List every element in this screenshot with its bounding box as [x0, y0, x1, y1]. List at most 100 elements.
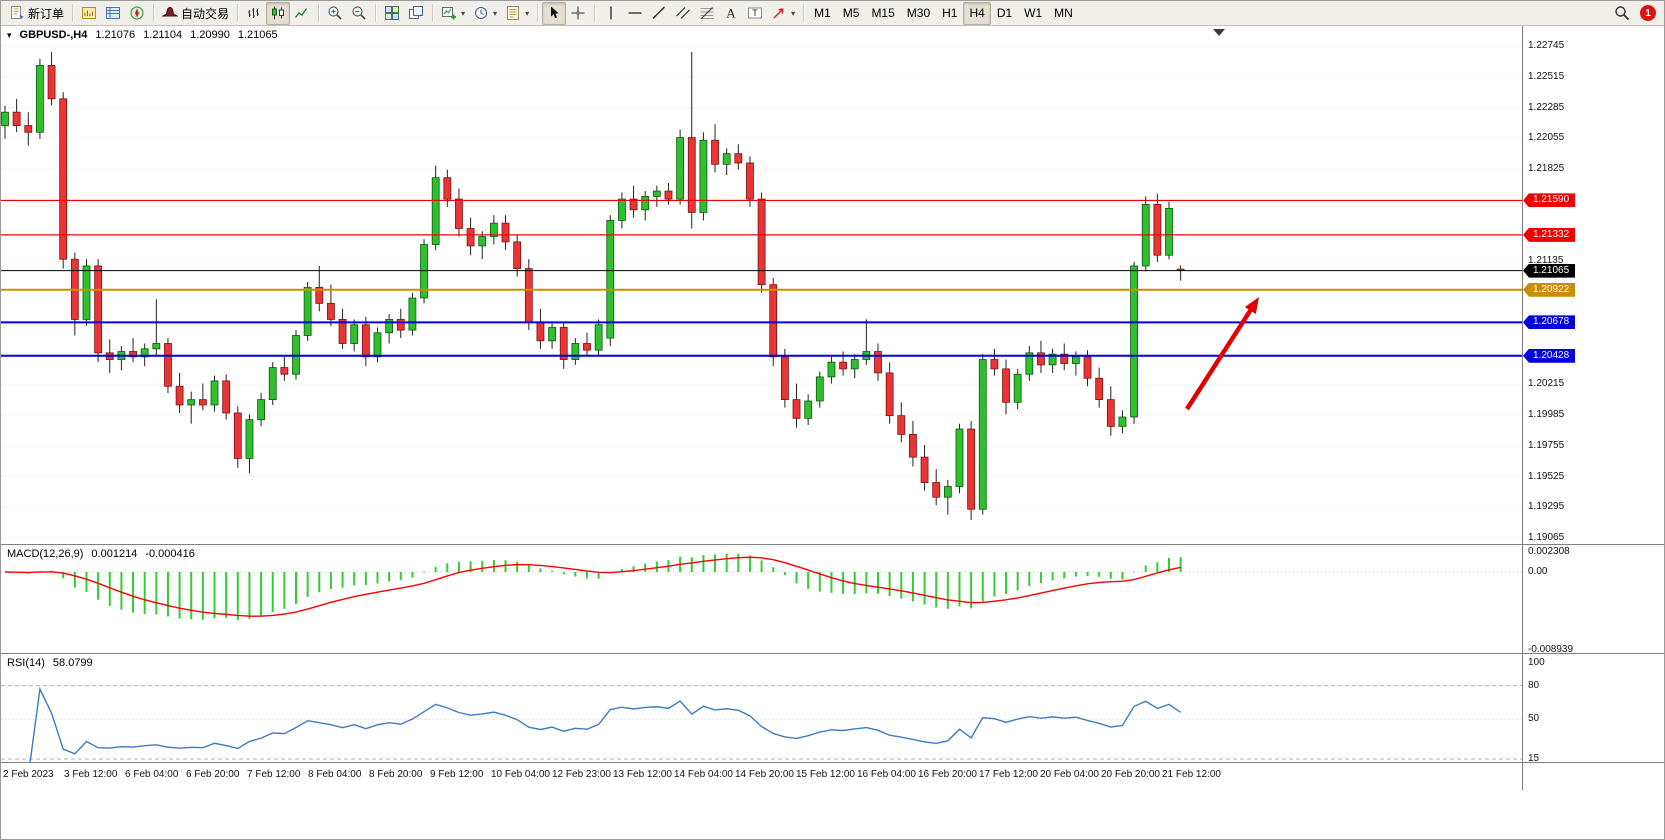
- bearish-candle: [536, 321, 545, 342]
- tile-windows-button[interactable]: [380, 2, 404, 25]
- horizontal-line-button[interactable]: [623, 2, 647, 25]
- price-tag: 1.21065: [1523, 263, 1575, 278]
- data-window-button[interactable]: [101, 2, 125, 25]
- autotrading-button[interactable]: 自动交易: [158, 2, 233, 25]
- time-axis-label: 12 Feb 23:00: [552, 769, 611, 780]
- bullish-candle: [1025, 352, 1034, 375]
- toolbar-separator: [237, 4, 239, 22]
- channel-button[interactable]: [671, 2, 695, 25]
- bullish-candle: [652, 190, 661, 197]
- tf-d1-button[interactable]: D1: [991, 2, 1018, 25]
- bullish-candle: [268, 367, 277, 401]
- autotrading-hat-icon: [162, 5, 179, 21]
- time-axis-label: 21 Feb 12:00: [1162, 769, 1221, 780]
- open-value: 1.21076: [95, 29, 136, 41]
- tf-m5-button-label: M5: [842, 6, 860, 20]
- bearish-candle: [874, 351, 882, 374]
- time-axis-label: 17 Feb 12:00: [979, 769, 1038, 780]
- bullish-candle: [978, 359, 987, 510]
- tf-m30-button-label: M30: [906, 6, 931, 20]
- chevron-down-icon[interactable]: ▾: [7, 29, 12, 40]
- bearish-candle: [466, 228, 475, 247]
- line-chart-type-button[interactable]: [290, 2, 314, 25]
- tf-h1-button[interactable]: H1: [936, 2, 963, 25]
- bearish-candle: [1037, 352, 1045, 366]
- candlestick-chart[interactable]: [1, 26, 1522, 544]
- bearish-candle: [129, 351, 137, 358]
- candlestick-type-icon: [270, 5, 286, 21]
- crosshair-icon: [570, 5, 586, 21]
- line-chart-type-icon: [294, 5, 310, 21]
- trend-arrow-line[interactable]: [1185, 309, 1253, 411]
- time-axis-label: 10 Feb 04:00: [491, 769, 550, 780]
- bullish-candle: [1013, 373, 1022, 403]
- bullish-candle: [827, 361, 836, 378]
- bearish-candle: [175, 385, 184, 406]
- time-axis-label: 9 Feb 12:00: [430, 769, 484, 780]
- bearish-candle: [443, 177, 452, 200]
- time-axis-label: 16 Feb 20:00: [918, 769, 977, 780]
- rsi-chart[interactable]: [1, 654, 1522, 762]
- zoom-out-button[interactable]: [347, 2, 371, 25]
- tf-mn-button-label: MN: [1054, 6, 1073, 20]
- periods-button[interactable]: ▾: [469, 2, 501, 25]
- bullish-candle: [606, 220, 615, 339]
- price-axis-label: 1.21135: [1528, 255, 1564, 267]
- crosshair-button[interactable]: [566, 2, 590, 25]
- rsi-axis-label: 100: [1528, 657, 1545, 668]
- tf-m30-button[interactable]: M30: [901, 2, 936, 25]
- zoom-out-icon: [351, 5, 367, 21]
- bullish-candle: [641, 196, 650, 211]
- zoom-in-button[interactable]: [323, 2, 347, 25]
- chart-shift-marker[interactable]: [1213, 29, 1225, 36]
- tf-h4-button[interactable]: H4: [963, 1, 991, 25]
- fibonacci-button[interactable]: [695, 2, 719, 25]
- high-value: 1.21104: [143, 29, 183, 41]
- price-axis-label: 1.21825: [1528, 163, 1565, 174]
- rsi-value: 58.0799: [52, 657, 93, 669]
- bearish-candle: [746, 162, 754, 200]
- cursor-button[interactable]: [542, 1, 567, 25]
- tf-m5-button[interactable]: M5: [837, 2, 866, 25]
- macd-chart[interactable]: [1, 545, 1522, 653]
- bar-chart-type-icon: [246, 5, 262, 21]
- trendline-button[interactable]: [647, 2, 671, 25]
- auto-arrange-button[interactable]: [404, 2, 428, 25]
- new-chart-button[interactable]: ▾: [437, 2, 469, 25]
- price-tag: 1.21590: [1523, 193, 1575, 208]
- arrow-shapes-icon: [771, 5, 787, 21]
- time-axis-label: 7 Feb 12:00: [247, 769, 301, 780]
- new-order-button[interactable]: 新订单: [5, 2, 68, 25]
- text-button[interactable]: A: [719, 2, 743, 25]
- price-axis-label: 1.19295: [1528, 501, 1565, 513]
- label-button[interactable]: T: [743, 2, 767, 25]
- vertical-line-button[interactable]: [599, 2, 623, 25]
- trend-arrow-head[interactable]: [1244, 297, 1259, 314]
- arrows-button[interactable]: ▾: [767, 2, 799, 25]
- bullish-candle: [245, 419, 254, 459]
- bearish-candle: [327, 302, 335, 320]
- notification-badge[interactable]: 1: [1640, 5, 1656, 21]
- price-tag: 1.21332: [1523, 227, 1575, 242]
- tf-w1-button[interactable]: W1: [1018, 2, 1048, 25]
- new-order-icon: [9, 5, 25, 21]
- templates-button[interactable]: ▾: [501, 2, 533, 25]
- navigator-button[interactable]: [125, 2, 149, 25]
- dropdown-caret-icon: ▾: [461, 8, 466, 18]
- bar-chart-type-button[interactable]: [242, 2, 266, 25]
- tf-mn-button[interactable]: MN: [1048, 2, 1079, 25]
- dropdown-caret-icon: ▾: [525, 8, 530, 18]
- bullish-candle: [1048, 353, 1057, 366]
- search-button[interactable]: [1610, 2, 1634, 25]
- market-watch-button[interactable]: [77, 2, 101, 25]
- bearish-candle: [94, 265, 103, 354]
- tf-m1-button[interactable]: M1: [808, 2, 837, 25]
- bearish-candle: [164, 343, 172, 387]
- tf-m15-button[interactable]: M15: [865, 2, 900, 25]
- bullish-candle: [210, 380, 219, 406]
- candlestick-type-button[interactable]: [266, 1, 291, 25]
- bearish-candle: [1060, 353, 1069, 364]
- new-chart-icon: [441, 5, 457, 21]
- bullish-candle: [548, 327, 556, 342]
- bearish-candle: [792, 399, 801, 419]
